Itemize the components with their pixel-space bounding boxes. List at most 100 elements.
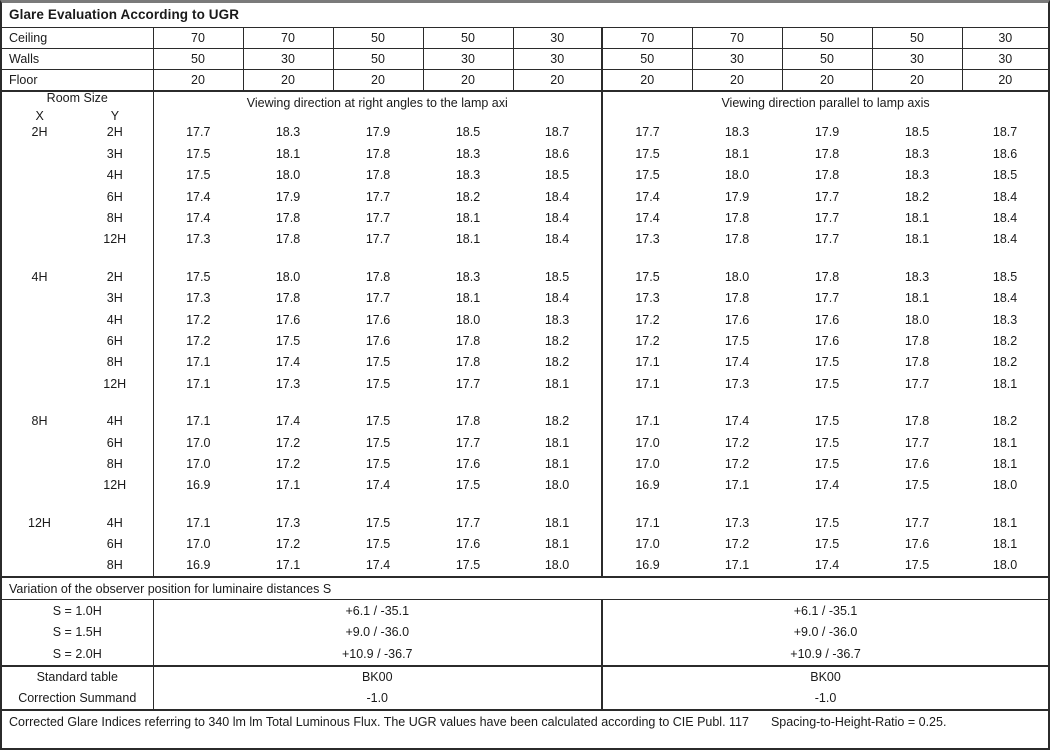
ugr-value-perpendicular: 18.0 — [455, 312, 481, 327]
reflectance-value: 50 — [872, 27, 963, 49]
reflectance-value: 50 — [782, 48, 873, 70]
ugr-value-perpendicular: 17.5 — [186, 168, 211, 183]
axis-x-label: X — [35, 108, 44, 123]
standard-value-parallel: -1.0 — [602, 687, 1049, 712]
ugr-value-perpendicular: 17.5 — [365, 515, 391, 530]
ugr-value-parallel: 17.8 — [724, 211, 750, 225]
room-y-value: 8H — [77, 351, 154, 374]
reflectance-value: 50 — [423, 27, 514, 49]
ugr-value-perpendicular: 18.6 — [513, 143, 603, 165]
table-row: 8H 17.1 17.4 17.5 17.8 18.2 17.1 17.4 17.5 17.8 18… — [2, 351, 1048, 374]
ugr-value-perpendicular: 17.3 — [186, 291, 211, 306]
ugr-value-perpendicular: 17.7 — [186, 125, 211, 140]
room-x-value — [2, 229, 77, 250]
room-y-value: 3H — [77, 143, 154, 165]
ugr-value-parallel: 18.7 — [992, 125, 1018, 140]
ugr-value-perpendicular: 17.2 — [275, 537, 301, 552]
room-y-value: 2H — [77, 122, 154, 144]
ugr-value-perpendicular: 17.1 — [186, 355, 211, 370]
table-row: 8H 17.4 17.8 17.7 18.1 18.4 17.4 17.8 17.7 18.1 18… — [2, 207, 1048, 229]
ugr-value-perpendicular: 17.2 — [275, 456, 301, 471]
ugr-value-parallel: 17.7 — [814, 232, 840, 247]
reflectance-value: 70 — [153, 27, 244, 49]
ugr-value-parallel: 17.1 — [635, 414, 660, 429]
ugr-value-parallel: 17.8 — [814, 146, 840, 161]
ugr-value-parallel: 18.1 — [992, 515, 1018, 530]
standard-row: Standard table BK00 BK00 — [2, 665, 1048, 688]
ugr-value-perpendicular: 17.8 — [275, 291, 301, 306]
ugr-value-parallel: 17.5 — [814, 515, 840, 530]
ugr-value-perpendicular: 17.5 — [455, 558, 481, 573]
ugr-value-perpendicular: 18.1 — [513, 453, 603, 475]
reflectance-value: 30 — [423, 48, 514, 70]
ugr-value-perpendicular: 17.8 — [455, 355, 481, 370]
room-x-value — [2, 453, 77, 474]
spacer — [602, 250, 1048, 266]
viewing-direction-perpendicular: Viewing direction at right angles to the… — [153, 91, 603, 122]
ugr-value-perpendicular: 17.1 — [275, 478, 301, 493]
ugr-value-parallel: 17.9 — [724, 189, 750, 204]
footer-ratio-text: Spacing-to-Height-Ratio = 0.25. — [770, 715, 947, 730]
variation-value-parallel: +10.9 / -36.7 — [602, 643, 1049, 667]
ugr-value-perpendicular: 18.0 — [275, 168, 301, 183]
room-y-value: 3H — [77, 287, 154, 310]
footer-main-text: Corrected Glare Indices referring to 340… — [9, 715, 749, 730]
room-y-value: 4H — [77, 309, 154, 331]
ugr-value-perpendicular: 18.1 — [275, 146, 301, 161]
ugr-value-perpendicular: 18.0 — [513, 555, 603, 578]
ugr-value-perpendicular: 17.3 — [275, 515, 301, 530]
spacer — [153, 394, 603, 411]
ugr-value-parallel: 17.5 — [635, 168, 660, 183]
table-row: 12H 17.3 17.8 17.7 18.1 18.4 17.3 17.8 17.7 18.1 1… — [2, 228, 1048, 251]
ugr-value-perpendicular: 18.2 — [513, 330, 603, 352]
ugr-value-parallel: 17.8 — [814, 168, 840, 183]
title-row: Glare Evaluation According to UGR — [2, 3, 1049, 28]
ugr-value-perpendicular: 17.5 — [186, 269, 211, 284]
ugr-value-parallel: 18.4 — [992, 232, 1018, 247]
ugr-value-perpendicular: 17.6 — [275, 312, 301, 327]
ugr-value-parallel: 17.5 — [635, 269, 660, 284]
ugr-value-parallel: 17.5 — [724, 333, 750, 348]
ugr-value-parallel: 18.0 — [904, 312, 930, 327]
room-x-value — [2, 432, 77, 453]
reflectance-value: 20 — [782, 69, 873, 92]
ugr-value-parallel: 17.1 — [635, 376, 660, 391]
reflectance-value: 30 — [692, 48, 783, 70]
ugr-value-parallel: 17.2 — [635, 333, 660, 348]
variation-value-perpendicular: +9.0 / -36.0 — [153, 621, 603, 644]
ugr-value-parallel: 18.1 — [724, 146, 750, 161]
variation-value-perpendicular: +10.9 / -36.7 — [153, 643, 603, 667]
room-x-value — [2, 555, 77, 577]
ugr-value-perpendicular: 18.3 — [275, 125, 301, 140]
table-row: 6H 17.0 17.2 17.5 17.7 18.1 17.0 17.2 17.5 17.7 18… — [2, 432, 1048, 454]
room-y-value: 4H — [77, 410, 154, 433]
ugr-value-perpendicular: 17.5 — [275, 333, 301, 348]
ugr-value-perpendicular: 17.6 — [455, 456, 481, 471]
ugr-value-perpendicular: 17.3 — [275, 376, 301, 391]
ugr-value-perpendicular: 18.4 — [513, 287, 603, 310]
ugr-value-parallel: 17.6 — [814, 333, 840, 348]
ugr-value-perpendicular: 18.4 — [513, 207, 603, 229]
ugr-value-perpendicular: 17.4 — [275, 414, 301, 429]
ugr-value-perpendicular: 18.5 — [513, 164, 603, 187]
ugr-value-perpendicular: 17.3 — [186, 232, 211, 247]
ugr-value-perpendicular: 17.5 — [365, 435, 391, 450]
variation-label: S = 1.5H — [2, 621, 154, 644]
ugr-value-parallel: 18.1 — [992, 435, 1018, 450]
ugr-value-parallel: 17.5 — [814, 355, 840, 370]
ugr-value-parallel: 18.2 — [992, 355, 1018, 370]
ugr-value-parallel: 17.6 — [814, 312, 840, 327]
reflectance-value: 30 — [962, 27, 1049, 49]
spacer — [153, 250, 603, 267]
ugr-value-perpendicular: 18.1 — [513, 373, 603, 395]
ugr-value-parallel: 18.5 — [904, 125, 930, 140]
axis-y-label: Y — [110, 108, 120, 123]
room-x-value — [2, 186, 77, 207]
reflectance-label: Walls — [2, 48, 154, 70]
ugr-value-perpendicular: 17.8 — [365, 168, 391, 183]
ugr-value-parallel: 17.1 — [635, 515, 660, 530]
ugr-value-parallel: 17.5 — [635, 146, 660, 161]
ugr-table-body: Glare Evaluation According to UGR Ceiling… — [2, 3, 1049, 733]
spacer — [2, 496, 154, 513]
room-size-header: Room Size X Y — [2, 91, 154, 123]
